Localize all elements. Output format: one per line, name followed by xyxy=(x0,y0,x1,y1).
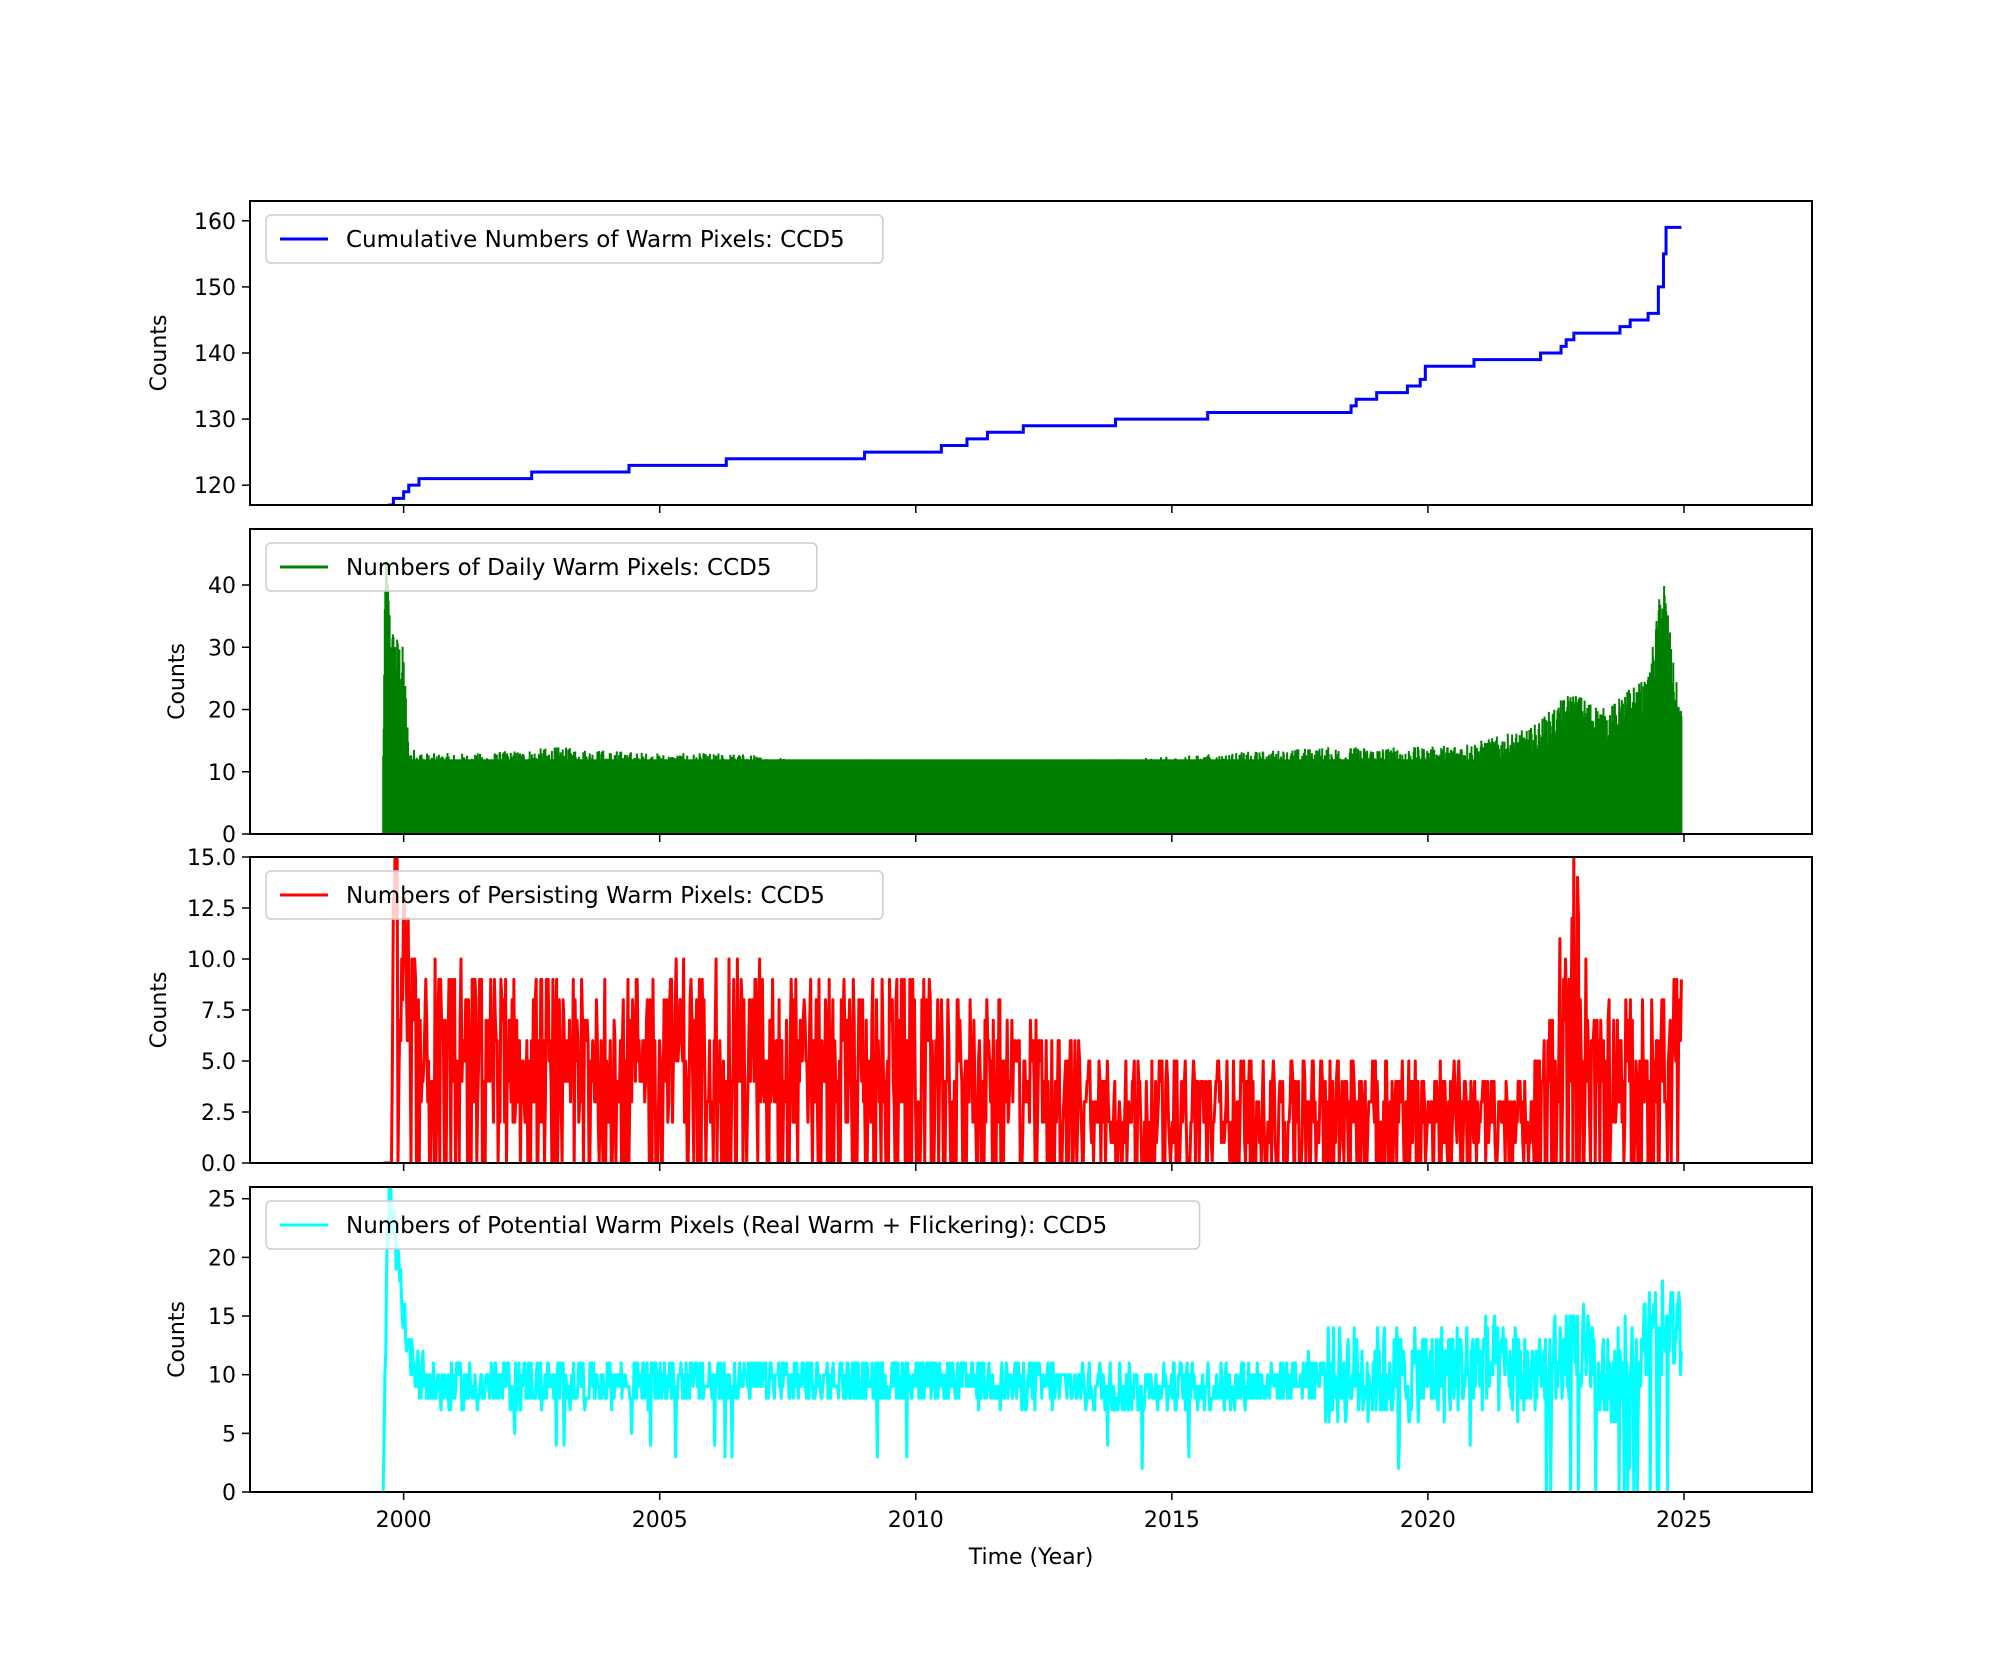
y-tick-label: 15.0 xyxy=(187,846,236,871)
axes-frame xyxy=(249,528,1813,835)
y-tick-label: 5.0 xyxy=(201,1050,236,1075)
y-axis-label: Counts xyxy=(165,1301,190,1378)
axes-frame xyxy=(249,1186,1813,1493)
legend: Numbers of Daily Warm Pixels: CCD5 xyxy=(265,542,818,592)
legend-label: Numbers of Daily Warm Pixels: CCD5 xyxy=(346,555,772,581)
series-fill xyxy=(383,759,1682,834)
x-tick-label: 2025 xyxy=(1656,1508,1712,1533)
plot-area xyxy=(382,857,1683,1163)
legend-box xyxy=(265,1200,1201,1250)
y-axis-label: Counts xyxy=(147,315,172,392)
y-tick-label: 20 xyxy=(208,1246,236,1271)
y-tick-label: 25 xyxy=(208,1188,236,1213)
y-tick-label: 140 xyxy=(194,342,236,367)
y-tick-label: 10.0 xyxy=(187,948,236,973)
x-tick-label: 2005 xyxy=(632,1508,688,1533)
legend-box xyxy=(265,214,884,264)
x-tick-label: 2010 xyxy=(888,1508,944,1533)
legend-box xyxy=(265,542,818,592)
y-tick-label: 12.5 xyxy=(187,897,236,922)
panel-cumulative: 120 130 140 150 160 Counts Cumulative Numbers … xyxy=(147,200,1813,513)
y-tick-label: 150 xyxy=(194,276,236,301)
plot-area xyxy=(382,561,1683,834)
panel-persisting: 0.0 2.5 5.0 7.5 10.0 12.5 15.0 Counts Numbers of… xyxy=(147,846,1813,1177)
series-line xyxy=(388,225,1682,505)
x-tick-label: 2020 xyxy=(1400,1508,1456,1533)
y-tick-label: 7.5 xyxy=(201,999,236,1024)
plot-area xyxy=(388,225,1682,505)
plot-area xyxy=(381,1187,1683,1492)
y-tick-label: 15 xyxy=(208,1305,236,1330)
y-tick-label: 10 xyxy=(208,1364,236,1389)
y-axis-label: Counts xyxy=(165,643,190,720)
legend: Numbers of Persisting Warm Pixels: CCD5 xyxy=(265,870,884,920)
legend-label: Numbers of Potential Warm Pixels (Real W… xyxy=(346,1213,1107,1239)
y-tick-label: 2.5 xyxy=(201,1101,236,1126)
y-tick-label: 0 xyxy=(222,1481,236,1506)
y-tick-label: 130 xyxy=(194,408,236,433)
y-tick-label: 0.0 xyxy=(201,1152,236,1177)
series-line xyxy=(381,1187,1683,1492)
x-tick-label: 2000 xyxy=(376,1508,432,1533)
legend: Cumulative Numbers of Warm Pixels: CCD5 xyxy=(265,214,884,264)
legend-label: Cumulative Numbers of Warm Pixels: CCD5 xyxy=(346,227,845,253)
x-axis-label: Time (Year) xyxy=(968,1545,1094,1570)
y-tick-label: 20 xyxy=(208,699,236,724)
y-tick-label: 40 xyxy=(208,574,236,599)
y-tick-label: 30 xyxy=(208,636,236,661)
y-tick-label: 5 xyxy=(222,1422,236,1447)
y-tick-label: 120 xyxy=(194,474,236,499)
panel-daily: 0 10 20 30 40 Counts Numbers of Daily Warm Pix… xyxy=(165,528,1813,848)
x-tick-label: 2015 xyxy=(1144,1508,1200,1533)
legend-box xyxy=(265,870,884,920)
y-axis-label: Counts xyxy=(147,972,172,1049)
y-tick-label: 160 xyxy=(194,210,236,235)
series-line xyxy=(382,857,1683,1163)
y-tick-label: 10 xyxy=(208,761,236,786)
legend-label: Numbers of Persisting Warm Pixels: CCD5 xyxy=(346,883,825,909)
legend: Numbers of Potential Warm Pixels (Real W… xyxy=(265,1200,1201,1250)
y-tick-label: 0 xyxy=(222,823,236,848)
